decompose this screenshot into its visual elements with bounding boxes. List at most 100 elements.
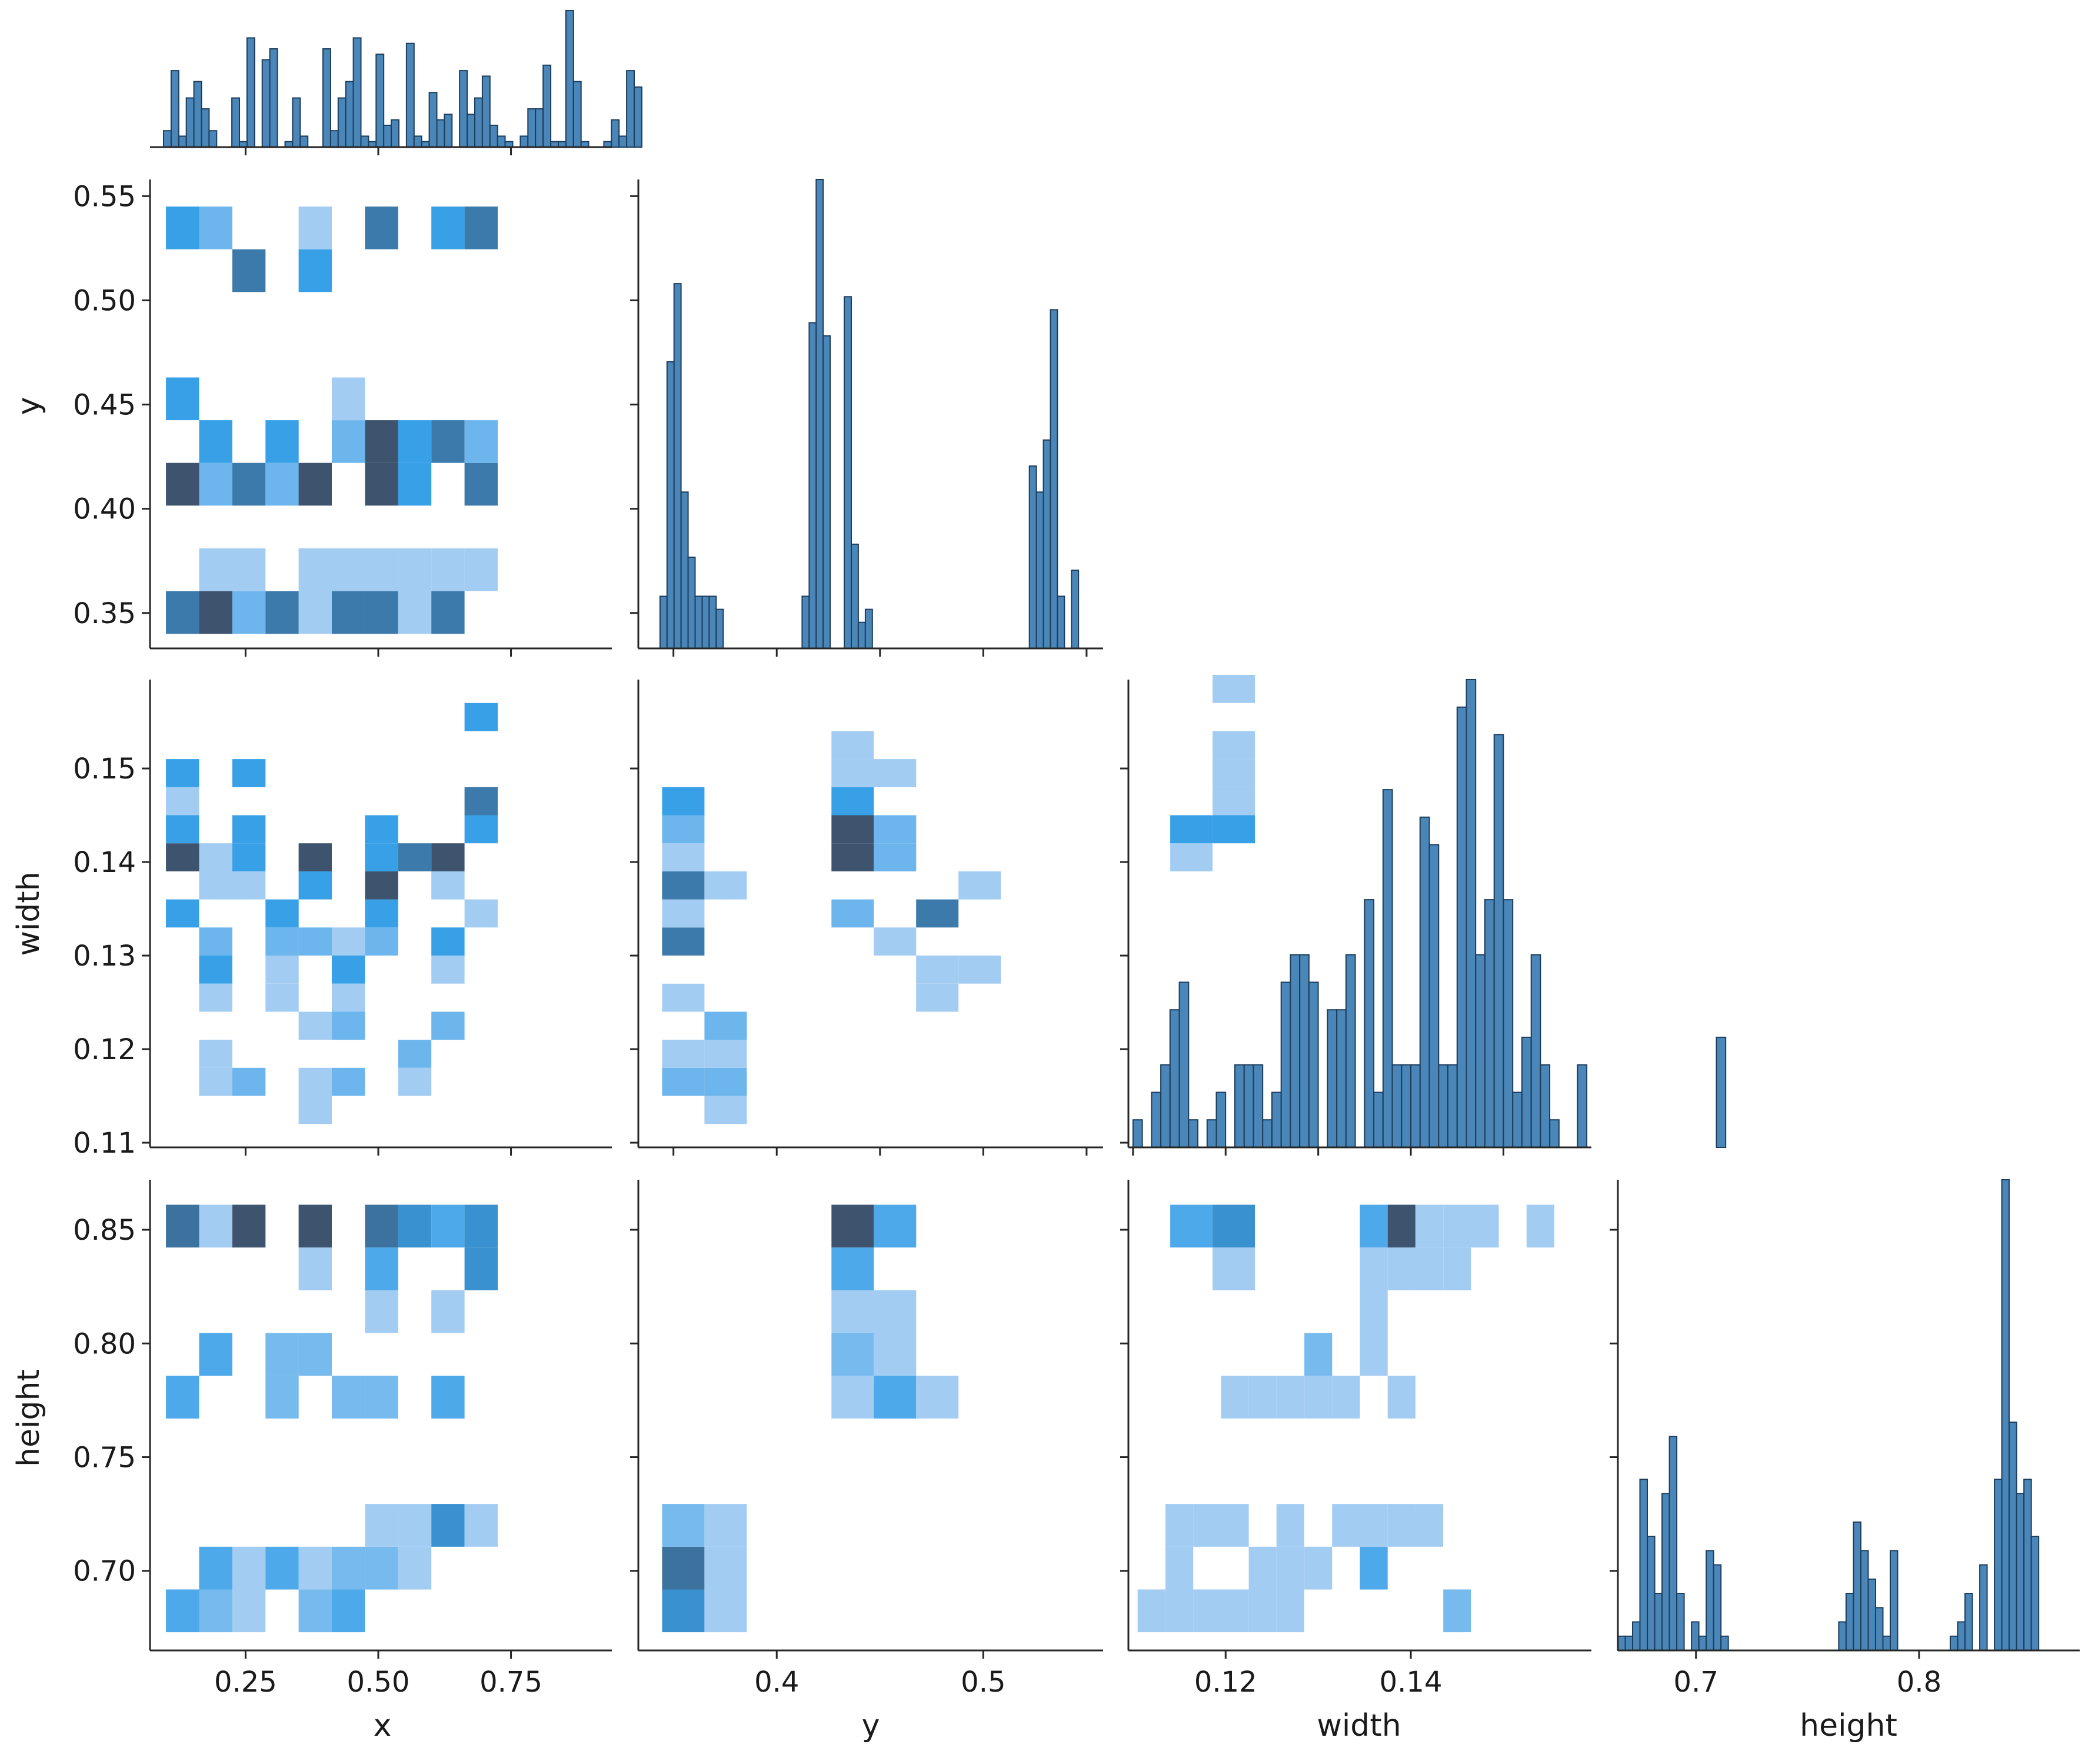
histogram-bar	[405, 42, 415, 148]
histogram-bar	[1853, 1521, 1861, 1652]
heatmap-cell	[398, 420, 432, 463]
heatmap-cell	[232, 548, 266, 591]
heatmap-cell	[874, 843, 917, 871]
heatmap-cell	[365, 1290, 398, 1333]
heatmap-cell	[704, 1546, 747, 1590]
histogram-bar	[1028, 465, 1037, 649]
heatmap-cell	[464, 1504, 498, 1547]
heatmap-cell	[265, 927, 299, 956]
heatmap-cell	[464, 207, 498, 249]
heatmap-cell	[831, 787, 874, 816]
histogram-bar	[1549, 1119, 1560, 1148]
heatmap-cell	[332, 983, 365, 1012]
heatmap-cell	[958, 871, 1001, 900]
histogram-bar	[1160, 1064, 1171, 1148]
heatmap-cell	[365, 1546, 398, 1590]
histogram-bar	[801, 595, 810, 650]
histogram-bar	[231, 97, 241, 148]
yaxis-label-y: y	[11, 397, 46, 415]
heatmap-cell	[365, 815, 398, 844]
heatmap-cell	[831, 1290, 874, 1333]
heatmap-cell	[916, 956, 959, 984]
histogram-bar	[519, 135, 529, 148]
xaxis-label-width: width	[1317, 1708, 1401, 1743]
histogram-bar	[1668, 1436, 1678, 1651]
heatmap-cell	[662, 899, 705, 928]
heatmap-cell	[265, 1333, 299, 1376]
heatmap-cell	[464, 899, 498, 928]
x-tick-label: 0.12	[1194, 1666, 1257, 1699]
histogram-bar	[1050, 309, 1058, 649]
heatmap-cell	[265, 591, 299, 634]
histogram-bar	[701, 595, 710, 650]
heatmap-cell	[166, 1376, 199, 1419]
heatmap-cell	[1304, 1376, 1333, 1419]
axes-x-x	[150, 146, 612, 155]
histogram-bar	[1243, 1064, 1254, 1148]
heatmap-cell	[831, 1376, 874, 1419]
heatmap-cell	[1213, 1204, 1255, 1248]
histogram-bar	[1632, 1621, 1641, 1651]
heatmap-cell	[298, 843, 332, 871]
heatmap-cell	[298, 1067, 332, 1096]
heatmap-cell	[831, 1204, 874, 1248]
heatmap-cell	[199, 1333, 232, 1376]
heatmap-cell	[662, 787, 705, 816]
histogram-bar	[413, 135, 422, 148]
histogram-bar	[1838, 1621, 1847, 1651]
histogram-bar	[497, 135, 506, 148]
heatmap-cell	[332, 420, 365, 463]
heatmap-cell	[398, 462, 432, 506]
histogram-bar	[1475, 954, 1486, 1148]
heatmap-cell	[265, 899, 299, 928]
heatmap-cell	[704, 1096, 747, 1124]
histogram-bar	[1035, 491, 1044, 649]
histogram-bar	[269, 48, 278, 148]
heatmap-cell	[431, 591, 465, 634]
heatmap-x-vs-height	[166, 1204, 498, 1633]
histogram-bar	[352, 37, 362, 148]
heatmap-cell	[265, 956, 299, 984]
heatmap-cell	[199, 843, 232, 871]
heatmap-cell	[662, 871, 705, 900]
heatmap-cell	[464, 1204, 498, 1248]
histogram-bar	[715, 608, 724, 649]
histogram-bar	[178, 135, 187, 148]
y-tick-label: 0.50	[73, 284, 136, 317]
histogram-bar	[1512, 1091, 1523, 1148]
heatmap-cell	[298, 1204, 332, 1248]
histogram-bar	[864, 608, 873, 649]
heatmap-cell	[166, 899, 199, 928]
heatmap-cell	[398, 1546, 432, 1590]
histogram-bar	[208, 130, 218, 148]
histogram-bar	[815, 179, 824, 649]
x-tick-label: 0.7	[1674, 1666, 1718, 1699]
heatmap-cell	[298, 1011, 332, 1040]
heatmap-cell	[166, 759, 199, 787]
heatmap-cell	[662, 1589, 705, 1633]
histogram-bar	[1456, 706, 1467, 1149]
heatmap-cell	[1415, 1504, 1444, 1547]
heatmap-cell	[332, 1589, 365, 1633]
histogram-bar	[1345, 954, 1356, 1148]
heatmap-cell	[831, 1333, 874, 1376]
heatmap-cell	[232, 591, 266, 634]
axes-y-height: 0.4 0.5	[630, 1180, 1103, 1699]
heatmap-cell	[365, 1376, 398, 1419]
heatmap-cell	[298, 1589, 332, 1633]
histogram-bar	[1042, 439, 1051, 649]
heatmap-cell	[464, 420, 498, 463]
histogram-bar	[1206, 1119, 1217, 1148]
heatmap-cell	[1387, 1204, 1415, 1248]
histogram-bar	[1280, 981, 1291, 1149]
histogram-bar	[1178, 981, 1190, 1149]
heatmap-cell	[1415, 1204, 1444, 1248]
histogram-bar	[375, 54, 385, 148]
histogram-bar	[687, 557, 696, 649]
yaxis-label-width: width	[11, 871, 46, 956]
heatmap-cell	[464, 703, 498, 731]
histogram-bar	[1875, 1607, 1884, 1652]
heatmap-cell	[874, 759, 917, 787]
histogram-bar	[1676, 1593, 1685, 1651]
heatmap-cell	[199, 1067, 232, 1096]
